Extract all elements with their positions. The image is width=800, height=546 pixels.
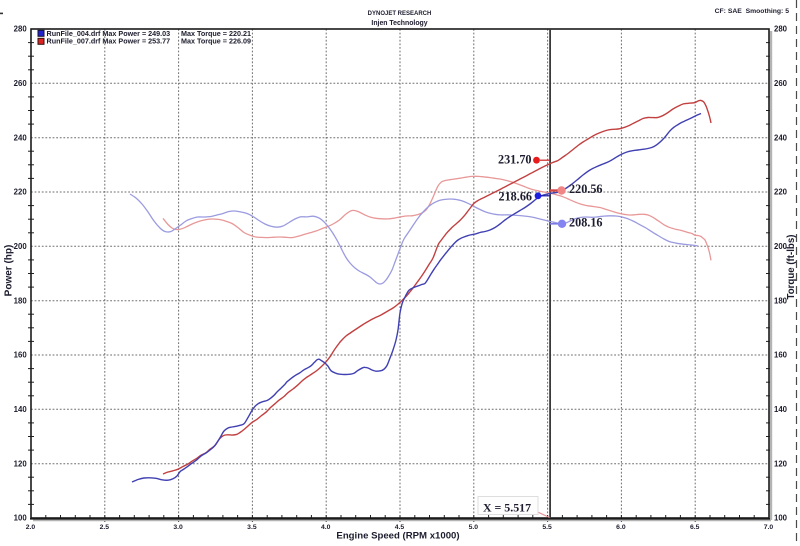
svg-text:5.5: 5.5 [542,524,552,531]
svg-text:100: 100 [14,514,28,523]
svg-text:218.66: 218.66 [498,190,532,204]
svg-text:180: 180 [774,296,788,305]
svg-text:231.70: 231.70 [498,153,532,167]
svg-text:200: 200 [14,242,28,251]
svg-text:220.56: 220.56 [569,182,603,196]
svg-text:Torque (ft-lbs): Torque (ft-lbs) [786,235,797,300]
svg-text:240: 240 [14,133,28,142]
svg-text:Injen Technology: Injen Technology [371,20,427,27]
svg-text:DYNOJET RESEARCH: DYNOJET RESEARCH [368,11,432,17]
svg-text:4.0: 4.0 [321,524,331,531]
svg-text:100: 100 [774,514,788,523]
svg-text:Max Torque = 226.09: Max Torque = 226.09 [181,36,251,45]
svg-text:5.0: 5.0 [469,524,479,531]
svg-text:RunFile_004.drf Max Power = 24: RunFile_004.drf Max Power = 249.03 [47,29,171,38]
svg-text:200: 200 [774,242,788,251]
svg-text:220: 220 [774,188,788,197]
svg-text:2.5: 2.5 [100,524,110,531]
svg-text:260: 260 [14,79,28,88]
svg-text:220: 220 [14,188,28,197]
svg-text:6.0: 6.0 [616,524,626,531]
svg-text:260: 260 [774,79,788,88]
svg-text:140: 140 [14,405,28,414]
svg-text:140: 140 [774,405,788,414]
svg-text:Engine Speed (RPM x1000): Engine Speed (RPM x1000) [336,531,459,542]
svg-text:Max Torque = 220.21: Max Torque = 220.21 [181,29,251,38]
svg-text:160: 160 [774,351,788,360]
svg-text:160: 160 [14,351,28,360]
svg-text:4.5: 4.5 [395,524,405,531]
svg-text:3.0: 3.0 [173,524,183,531]
svg-text:3.5: 3.5 [247,524,257,531]
svg-text:280: 280 [14,25,28,34]
svg-text:208.16: 208.16 [569,216,603,230]
svg-text:7.0: 7.0 [764,524,774,531]
svg-text:120: 120 [14,459,28,468]
svg-text:X = 5.517: X = 5.517 [483,501,531,515]
svg-text:2.0: 2.0 [26,524,36,531]
svg-text:120: 120 [774,459,788,468]
svg-text:180: 180 [14,296,28,305]
svg-text:Power (hp): Power (hp) [4,245,15,297]
svg-text:240: 240 [774,133,788,142]
svg-text:CF: SAE Smoothing: 5: CF: SAE Smoothing: 5 [715,8,790,15]
svg-text:6.5: 6.5 [690,524,700,531]
svg-text:280: 280 [774,25,788,34]
svg-text:RunFile_007.drf Max Power = 25: RunFile_007.drf Max Power = 253.77 [47,36,171,45]
